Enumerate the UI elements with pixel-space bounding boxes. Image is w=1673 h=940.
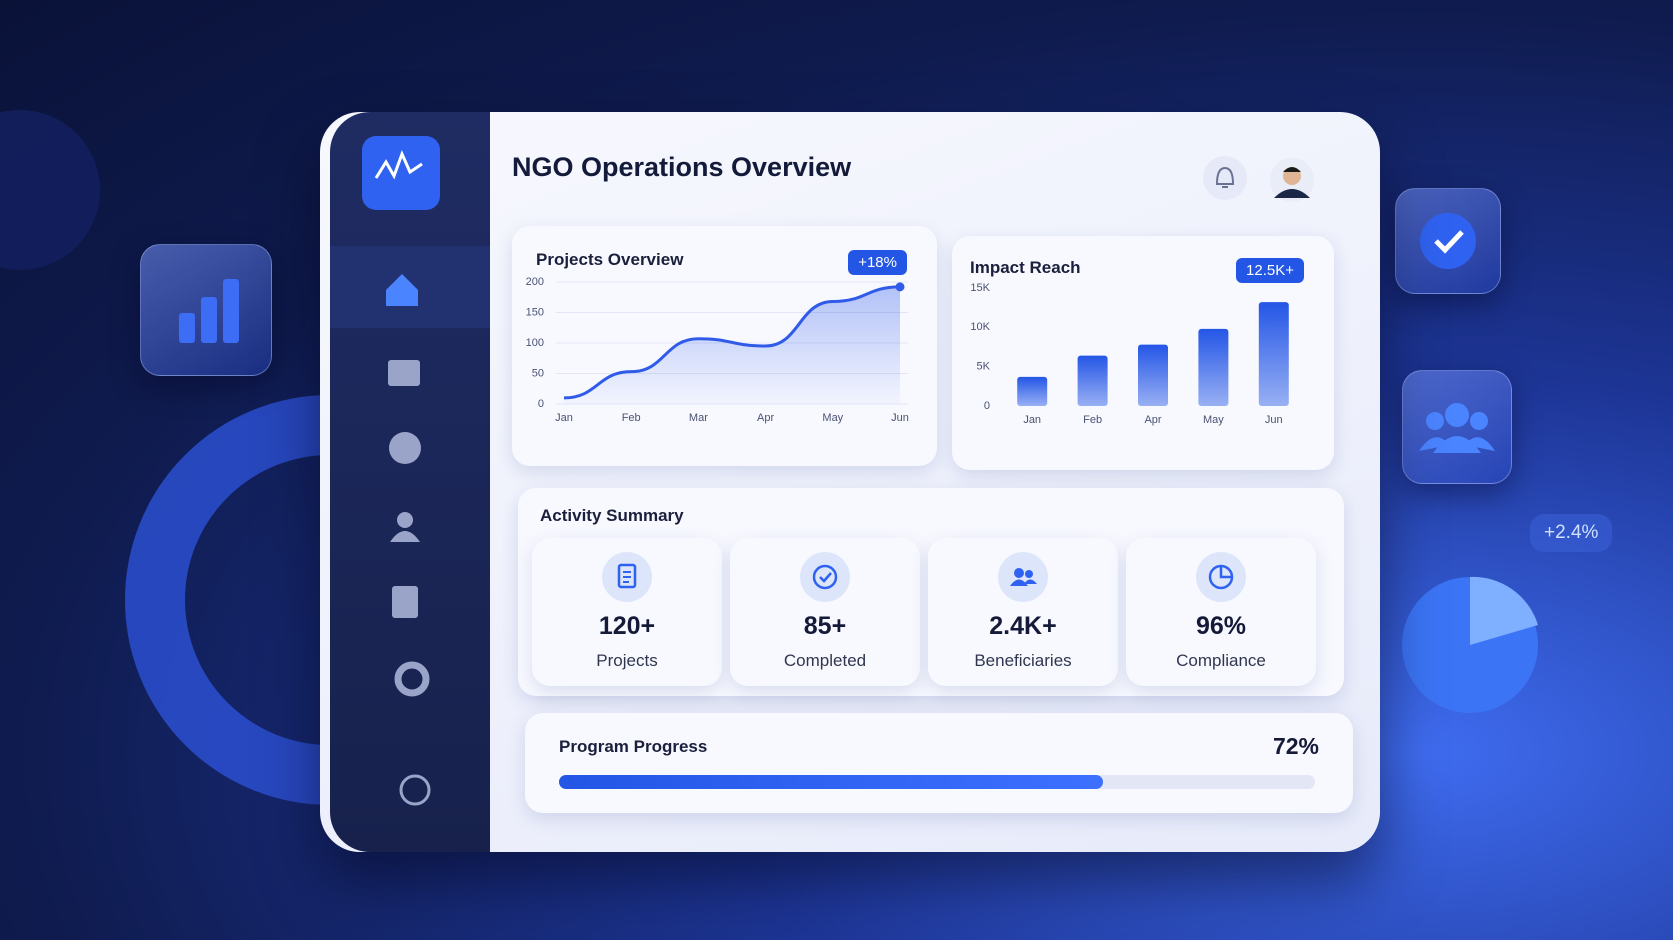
stat-card: 96% Compliance bbox=[1126, 538, 1316, 686]
chart-icon-tile bbox=[140, 244, 272, 376]
stat-value: 2.4K+ bbox=[989, 612, 1057, 640]
stat-icon bbox=[602, 552, 652, 602]
y-tick-label: 5K bbox=[977, 361, 991, 373]
nav-reports[interactable] bbox=[389, 432, 421, 464]
stat-label: Completed bbox=[783, 651, 867, 670]
stat-card: 2.4K+ Beneficiaries bbox=[928, 538, 1118, 686]
nav-documents[interactable] bbox=[392, 586, 418, 618]
header-actions bbox=[1203, 156, 1314, 202]
nav-home[interactable] bbox=[386, 274, 418, 306]
progress-value: 72% bbox=[1272, 733, 1319, 759]
activity-card: Activity Summary 120+ Projects 85+ Complete… bbox=[518, 488, 1344, 696]
logo[interactable] bbox=[362, 136, 440, 210]
nav-logout[interactable] bbox=[399, 774, 431, 806]
stat-card: 85+ Completed bbox=[730, 538, 920, 686]
x-tick-label: Mar bbox=[689, 412, 708, 424]
notifications-button[interactable] bbox=[1203, 156, 1247, 200]
x-tick-label: Jun bbox=[1265, 414, 1283, 426]
growth-badge: +18% bbox=[848, 250, 907, 275]
floating-badge: +2.4% bbox=[1530, 514, 1613, 552]
card-title: Activity Summary bbox=[540, 506, 684, 525]
x-tick-label: Jan bbox=[1023, 414, 1041, 426]
bar bbox=[1017, 376, 1048, 406]
bar bbox=[1258, 302, 1289, 406]
impact-card: Impact Reach 12.5K+ 0 5K 10K 15K Jan Feb Apr Ma… bbox=[952, 236, 1334, 470]
stat-label: Beneficiaries bbox=[974, 651, 1072, 670]
stat-value: 120+ bbox=[598, 612, 656, 640]
progress-fill bbox=[559, 775, 1104, 789]
area bbox=[564, 286, 900, 404]
sidebar bbox=[330, 112, 490, 852]
bar-chart: 0 5K 10K 15K Jan Feb Apr May Jun bbox=[970, 282, 1289, 426]
x-tick-label: May bbox=[1203, 414, 1224, 426]
bar bbox=[1138, 344, 1168, 406]
nav-settings[interactable] bbox=[394, 661, 430, 697]
sidebar-icons bbox=[330, 136, 490, 806]
y-tick-label: 50 bbox=[532, 367, 544, 379]
x-tick-label: Jun bbox=[891, 412, 909, 424]
card-title: Projects Overview bbox=[536, 250, 684, 269]
line-chart: 0 50 100 150 200 Jan Feb Mar Apr May Jun bbox=[526, 276, 909, 424]
y-tick-label: 10K bbox=[970, 321, 990, 333]
stat-icon bbox=[800, 552, 850, 602]
stat-icon bbox=[1196, 552, 1246, 602]
bar bbox=[1077, 355, 1108, 406]
y-tick-label: 100 bbox=[526, 337, 544, 349]
x-tick-label: Feb bbox=[622, 412, 641, 424]
nav-team[interactable] bbox=[397, 512, 413, 528]
reach-badge: 12.5K+ bbox=[1236, 258, 1304, 283]
end-point bbox=[895, 282, 905, 292]
x-tick-label: Apr bbox=[1144, 414, 1161, 426]
stat-value: 85+ bbox=[803, 612, 847, 640]
users-icon-tile bbox=[1402, 370, 1512, 484]
progress-title: Program Progress bbox=[559, 737, 708, 756]
line bbox=[563, 285, 901, 400]
stat-icon bbox=[998, 552, 1048, 602]
y-tick-label: 150 bbox=[526, 306, 544, 318]
bar bbox=[1198, 328, 1229, 406]
x-tick-label: Jan bbox=[555, 412, 573, 424]
stat-label: Projects bbox=[596, 651, 658, 670]
x-tick-label: Feb bbox=[1083, 414, 1102, 426]
progress-track bbox=[559, 775, 1315, 789]
projects-card: Projects Overview +18% 0 50 100 150 200 Jan Fe… bbox=[512, 226, 937, 466]
y-tick-label: 0 bbox=[984, 400, 990, 412]
stat-value: 96% bbox=[1195, 612, 1247, 640]
x-tick-label: May bbox=[822, 412, 843, 424]
y-tick-label: 200 bbox=[526, 276, 544, 288]
check-icon-tile bbox=[1395, 188, 1501, 294]
y-tick-label: 0 bbox=[538, 398, 544, 410]
stat-label: Compliance bbox=[1176, 651, 1266, 670]
page-title: NGO Operations Overview bbox=[512, 152, 852, 182]
nav-projects[interactable] bbox=[388, 360, 420, 386]
card-title: Impact Reach bbox=[970, 258, 1081, 277]
y-tick-label: 15K bbox=[970, 282, 990, 294]
progress-card: Program Progress 72% bbox=[525, 713, 1353, 813]
stat-card: 120+ Projects bbox=[532, 538, 722, 686]
x-tick-label: Apr bbox=[757, 412, 774, 424]
